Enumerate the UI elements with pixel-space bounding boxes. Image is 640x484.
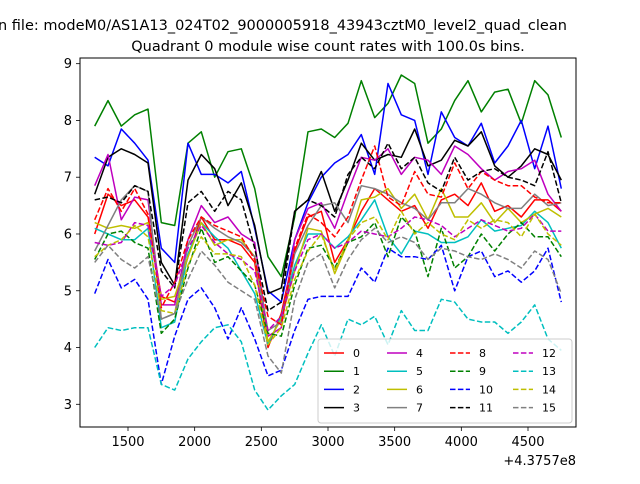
x-tick-label: 3500	[378, 435, 411, 450]
legend-label-10: 10	[479, 383, 493, 396]
legend-label-2: 2	[353, 383, 360, 396]
series-line-11	[94, 142, 563, 312]
legend-label-12: 12	[542, 347, 556, 360]
series-line-13	[94, 298, 562, 411]
legend-label-1: 1	[353, 365, 360, 378]
y-tick-label: 3	[64, 398, 72, 413]
x-tick-label: 2500	[245, 435, 278, 450]
x-axis-offset-label: +4.3757e8	[503, 454, 576, 469]
series-line-10	[94, 244, 563, 386]
y-tick-label: 5	[64, 284, 72, 299]
series-line-12	[94, 213, 562, 332]
legend-label-0: 0	[353, 347, 360, 360]
legend-label-15: 15	[542, 402, 556, 415]
series-line-0	[93, 182, 562, 349]
x-axis: 1500 2000 2500 3000 3500 4000 4500	[111, 427, 545, 450]
legend-label-11: 11	[479, 402, 493, 415]
series-line-2	[94, 82, 563, 303]
legend-label-14: 14	[542, 383, 556, 396]
series-line-15	[94, 227, 562, 374]
chart-title: Quadrant 0 module wise count rates with …	[131, 39, 525, 55]
legend-label-4: 4	[416, 347, 423, 360]
y-tick-label: 4	[64, 341, 72, 356]
legend-label-7: 7	[416, 402, 423, 415]
y-axis: 3 4 5 6 7 8 9	[64, 57, 80, 413]
x-tick-label: 4000	[445, 435, 478, 450]
legend-label-5: 5	[416, 365, 423, 378]
series-line-3	[93, 128, 562, 295]
x-tick-label: 1500	[111, 435, 144, 450]
x-tick-label: 3000	[311, 435, 344, 450]
legend-label-9: 9	[479, 365, 486, 378]
y-tick-label: 9	[64, 57, 72, 72]
y-tick-label: 7	[64, 171, 72, 186]
series-line-9	[94, 216, 562, 337]
legend-label-6: 6	[416, 383, 423, 396]
figure-suptitle: n file: modeM0/AS1A13_024T02_9000005918_…	[0, 18, 567, 34]
legend-label-8: 8	[479, 347, 486, 360]
legend-label-13: 13	[542, 365, 556, 378]
y-tick-label: 6	[64, 227, 72, 242]
plot-lines	[93, 74, 563, 411]
y-tick-label: 8	[64, 114, 72, 129]
legend-box	[317, 338, 573, 424]
series-line-1	[94, 74, 563, 278]
x-tick-label: 2000	[178, 435, 211, 450]
legend-label-3: 3	[353, 402, 360, 415]
series-line-14	[94, 210, 562, 346]
x-tick-label: 4500	[511, 435, 544, 450]
